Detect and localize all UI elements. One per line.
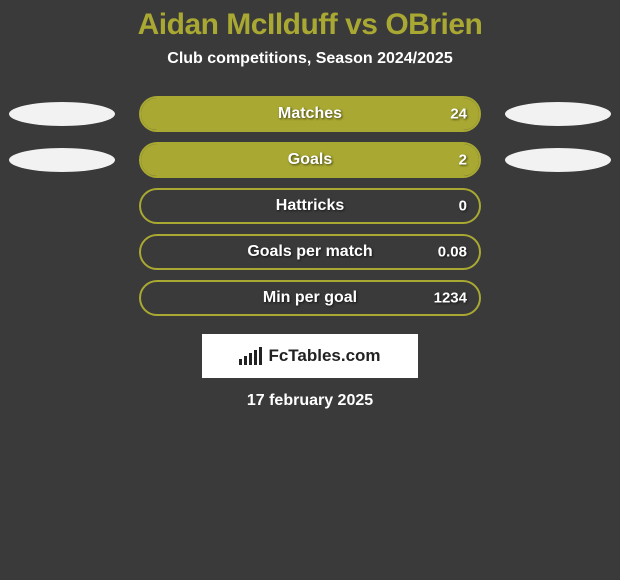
stats-list: Matches 24 Goals 2 Hattricks 0 Goals per match…	[0, 96, 620, 316]
stat-bar: Hattricks 0	[139, 188, 481, 224]
player-left-ellipse	[9, 148, 115, 172]
stat-bar: Goals per match 0.08	[139, 234, 481, 270]
stat-label: Matches	[278, 105, 342, 123]
stat-label: Goals	[288, 151, 332, 169]
stat-label: Min per goal	[263, 289, 357, 307]
stat-value: 1234	[434, 290, 467, 307]
stat-value: 24	[450, 106, 467, 123]
source-badge-text: FcTables.com	[268, 346, 380, 366]
stat-row: Matches 24	[0, 96, 620, 132]
stat-label: Goals per match	[247, 243, 372, 261]
stat-value: 0.08	[438, 244, 467, 261]
player-right-ellipse	[505, 148, 611, 172]
stat-bar: Matches 24	[139, 96, 481, 132]
page-title: Aidan McIlduff vs OBrien	[0, 8, 620, 42]
player-right-ellipse	[505, 102, 611, 126]
source-badge[interactable]: FcTables.com	[202, 334, 418, 378]
stat-label: Hattricks	[276, 197, 344, 215]
bar-chart-icon	[239, 347, 262, 365]
comparison-card: Aidan McIlduff vs OBrien Club competitio…	[0, 0, 620, 410]
stat-row: Goals per match 0.08	[0, 234, 620, 270]
stat-value: 2	[459, 152, 467, 169]
stat-row: Min per goal 1234	[0, 280, 620, 316]
date-label: 17 february 2025	[0, 392, 620, 410]
stat-row: Goals 2	[0, 142, 620, 178]
stat-bar: Goals 2	[139, 142, 481, 178]
stat-bar: Min per goal 1234	[139, 280, 481, 316]
stat-value: 0	[459, 198, 467, 215]
stat-row: Hattricks 0	[0, 188, 620, 224]
subtitle: Club competitions, Season 2024/2025	[0, 50, 620, 68]
player-left-ellipse	[9, 102, 115, 126]
